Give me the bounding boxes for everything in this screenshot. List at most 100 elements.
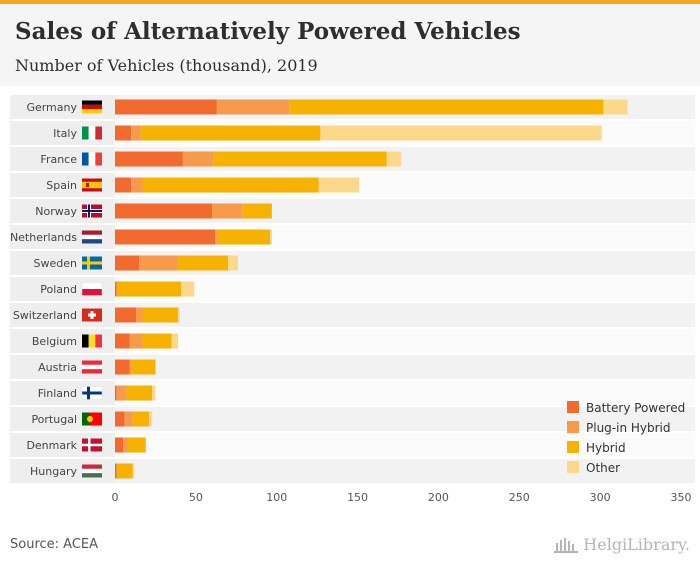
category-label: Norway [35, 205, 77, 218]
chart-header: Sales of Alternatively Powered Vehicles … [0, 4, 700, 86]
x-tick-label: 50 [189, 491, 203, 504]
bar-segment [148, 411, 153, 427]
bar-segment [178, 307, 180, 323]
category-label: France [40, 153, 77, 166]
accent-bar [0, 0, 700, 4]
legend-label: Plug-in Hybrid [586, 421, 671, 435]
chart-title: Sales of Alternatively Powered Vehicles [15, 18, 521, 45]
bar-segment [115, 125, 132, 141]
row-band [115, 277, 695, 301]
bar-segment [289, 99, 604, 115]
bar-segment [216, 229, 271, 245]
category-label: Belgium [32, 335, 77, 348]
row-band [115, 355, 695, 379]
x-tick-label: 150 [347, 491, 368, 504]
legend-swatch [567, 421, 579, 433]
bar-segment [215, 229, 217, 245]
category-label: Austria [38, 361, 77, 374]
portugal-flag-icon [82, 412, 102, 426]
bar-segment [178, 255, 229, 271]
netherlands-flag-icon [82, 230, 102, 244]
bar-segment [115, 307, 137, 323]
bar-segment [171, 333, 179, 349]
norway-flag-icon [82, 204, 102, 218]
category-label: Sweden [34, 257, 77, 270]
bar-segment [140, 125, 321, 141]
bar-segment [142, 307, 179, 323]
category-label: Finland [38, 387, 77, 400]
bar-segment [129, 359, 132, 375]
row-band [115, 459, 695, 483]
category-label: Denmark [26, 439, 77, 452]
row-band [115, 407, 695, 431]
category-label: Portugal [31, 413, 77, 426]
bar-segment [115, 333, 130, 349]
bar-segment [242, 203, 272, 219]
legend-swatch [567, 461, 579, 473]
bar-segment [216, 99, 290, 115]
bar-segment [212, 203, 243, 219]
bar-segment [603, 99, 628, 115]
germany-flag-icon [82, 100, 102, 114]
library-icon [554, 537, 579, 553]
x-tick-label: 250 [509, 491, 530, 504]
austria-flag-icon [82, 360, 102, 374]
legend-label: Hybrid [586, 441, 626, 455]
bar-segment [270, 229, 272, 245]
bar-segment [386, 151, 402, 167]
x-tick-label: 300 [590, 491, 611, 504]
row-band [115, 303, 695, 327]
category-label: Germany [26, 101, 77, 114]
x-tick-label: 100 [266, 491, 287, 504]
bar-segment [116, 385, 127, 401]
bar-segment [131, 359, 156, 375]
bar-segment [116, 463, 133, 479]
legend-swatch [567, 401, 579, 413]
italy-flag-icon [82, 126, 102, 140]
bar-segment [115, 385, 117, 401]
bar-segment [126, 385, 153, 401]
bar-segment [181, 281, 195, 297]
legend-label: Battery Powered [586, 401, 685, 415]
bar-segment [320, 125, 602, 141]
bar-segment [132, 463, 135, 479]
denmark-flag-icon [82, 438, 102, 452]
x-tick-label: 0 [112, 491, 119, 504]
category-label: Spain [46, 179, 77, 192]
bar-segment [142, 333, 172, 349]
bar-segment [136, 307, 143, 323]
bar-segment [131, 177, 143, 193]
bar-segment [115, 255, 140, 271]
hungary-flag-icon [82, 464, 102, 478]
category-label: Poland [40, 283, 77, 296]
bar-segment [115, 437, 124, 453]
brand-logo: HelgiLibrary. [553, 535, 690, 554]
bar-segment [139, 255, 179, 271]
bar-segment [131, 125, 141, 141]
belgium-flag-icon [82, 334, 102, 348]
row-band [115, 329, 695, 353]
bar-segment [152, 385, 156, 401]
bar-segment [228, 255, 238, 271]
bar-segment [132, 411, 149, 427]
bar-segment [115, 229, 216, 245]
spain-flag-icon [82, 178, 102, 192]
bar-segment [213, 151, 387, 167]
bar-segment [115, 151, 183, 167]
chart-subtitle: Number of Vehicles (thousand), 2019 [15, 56, 318, 75]
source-note: Source: ACEA [10, 537, 99, 552]
row-band [115, 381, 695, 405]
bar-segment [142, 177, 319, 193]
switzerland-flag-icon [82, 308, 102, 322]
category-label: Netherlands [10, 231, 77, 244]
poland-flag-icon [81, 282, 103, 296]
brand-name: HelgiLibrary. [583, 535, 690, 554]
row-band [115, 433, 695, 457]
sweden-flag-icon [82, 256, 102, 270]
x-tick-label: 350 [671, 491, 692, 504]
legend-swatch [567, 441, 579, 453]
bar-segment [116, 281, 182, 297]
bar-segment [115, 411, 125, 427]
bar-segment [318, 177, 360, 193]
category-label: Hungary [30, 465, 77, 478]
